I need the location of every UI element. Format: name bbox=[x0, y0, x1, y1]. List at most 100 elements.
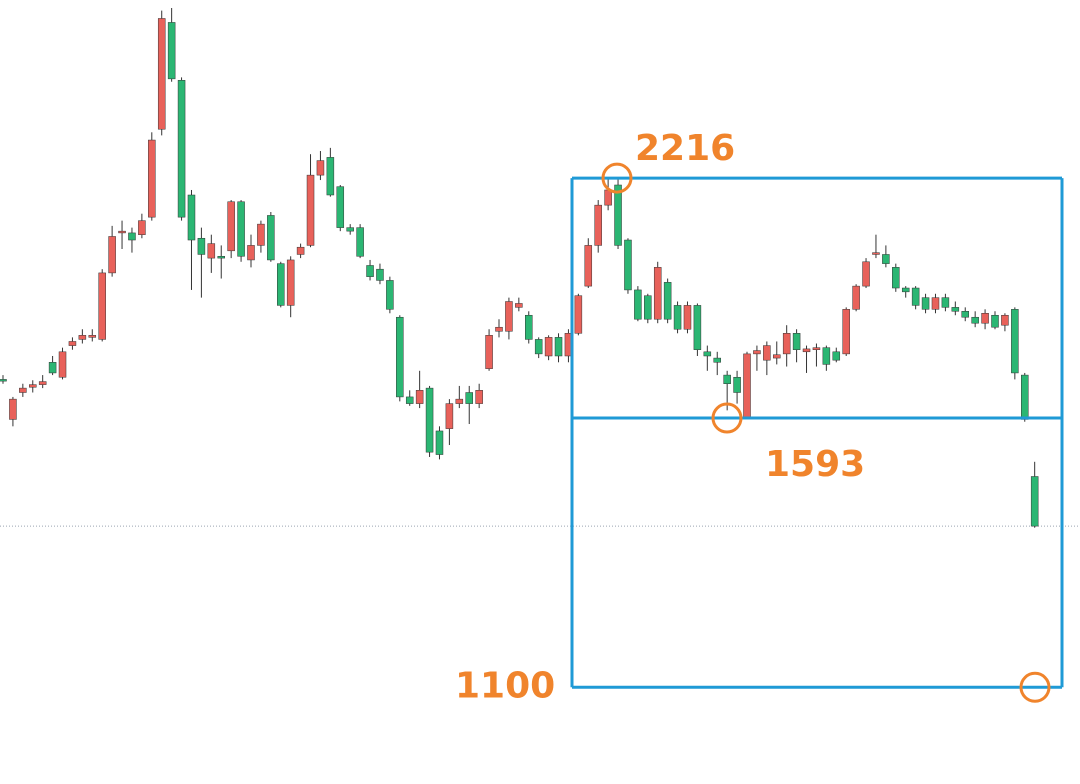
level-marker bbox=[601, 162, 633, 194]
candle-body bbox=[78, 335, 87, 340]
candle-body bbox=[812, 347, 821, 350]
candle-body bbox=[405, 396, 414, 404]
candle-body bbox=[267, 215, 275, 261]
candle-body bbox=[614, 184, 622, 246]
candle-body bbox=[683, 305, 692, 330]
candle-body bbox=[713, 357, 721, 363]
candle-body bbox=[773, 354, 781, 359]
candle-body bbox=[128, 232, 136, 241]
candle-body bbox=[227, 201, 235, 252]
candle-body bbox=[286, 259, 295, 306]
candle-body bbox=[961, 311, 969, 318]
candle-body bbox=[673, 305, 682, 330]
candle-body bbox=[634, 289, 642, 320]
candle-body bbox=[763, 345, 771, 361]
candle-body bbox=[1011, 309, 1019, 374]
candle-body bbox=[743, 353, 751, 418]
candle-body bbox=[68, 341, 77, 346]
candle-body bbox=[971, 316, 979, 324]
candle-body bbox=[207, 243, 216, 259]
candle-body bbox=[981, 313, 989, 324]
candle-body bbox=[991, 314, 999, 328]
candle-body bbox=[852, 285, 860, 310]
candle-body bbox=[485, 335, 493, 369]
candle-body bbox=[296, 246, 305, 255]
candle-body bbox=[782, 333, 791, 355]
candle-body bbox=[48, 362, 57, 374]
candle-body bbox=[108, 236, 116, 274]
candle-body bbox=[197, 237, 206, 255]
candle-body bbox=[138, 220, 146, 235]
candle-body bbox=[257, 223, 265, 246]
candle-body bbox=[19, 387, 27, 393]
candle-body bbox=[644, 295, 652, 320]
candle-body bbox=[604, 189, 612, 206]
candle-body bbox=[177, 80, 186, 218]
candle-body bbox=[574, 295, 583, 334]
level-marker bbox=[1019, 671, 1051, 703]
candle-body bbox=[435, 430, 444, 455]
candle-body bbox=[495, 326, 503, 332]
candle-body bbox=[624, 239, 632, 291]
candle-body bbox=[306, 174, 315, 246]
candle-body bbox=[663, 282, 672, 320]
candle-body bbox=[29, 384, 37, 388]
candle-body bbox=[0, 379, 7, 382]
candle-body bbox=[237, 201, 245, 257]
candle-body bbox=[892, 267, 900, 289]
candle-body bbox=[98, 272, 106, 340]
candle-body bbox=[366, 265, 374, 277]
candle-body bbox=[167, 22, 176, 80]
candle-body bbox=[554, 337, 563, 357]
candle-body bbox=[693, 305, 702, 350]
candle-body bbox=[425, 387, 434, 453]
candle-body bbox=[802, 348, 811, 353]
candle-body bbox=[187, 194, 196, 241]
level-label: 1100 bbox=[455, 665, 555, 706]
candle-body bbox=[38, 381, 47, 385]
candle-body bbox=[901, 287, 910, 293]
candle-body bbox=[832, 351, 841, 361]
candle-body bbox=[356, 227, 364, 257]
candle-body bbox=[277, 263, 285, 306]
candle-body bbox=[842, 309, 850, 355]
candle-body bbox=[465, 392, 473, 404]
candle-body bbox=[882, 254, 890, 264]
candle-body bbox=[386, 280, 394, 310]
candle-body bbox=[445, 403, 454, 429]
candle-body bbox=[792, 333, 801, 350]
candle-body bbox=[584, 245, 593, 287]
candle-body bbox=[1001, 314, 1009, 326]
candle-body bbox=[455, 398, 464, 404]
candle-body bbox=[941, 297, 950, 308]
candle-body bbox=[911, 287, 920, 306]
level-label: 2216 bbox=[635, 128, 735, 169]
candle-body bbox=[594, 204, 602, 246]
candle-body bbox=[1021, 374, 1029, 420]
candle-body bbox=[9, 398, 17, 420]
candle-body bbox=[118, 230, 126, 234]
candle-body bbox=[931, 297, 940, 310]
candle-body bbox=[862, 261, 870, 287]
candle-body bbox=[505, 301, 513, 332]
candle-body bbox=[346, 227, 354, 232]
level-marker bbox=[711, 402, 743, 434]
candle-body bbox=[157, 18, 166, 130]
candle-body bbox=[326, 157, 335, 196]
candle-body bbox=[376, 268, 384, 281]
candle-body bbox=[58, 351, 67, 378]
candle-body bbox=[247, 245, 255, 261]
candle-body bbox=[703, 351, 712, 357]
candle-body bbox=[515, 303, 523, 308]
candle-body bbox=[316, 160, 325, 176]
candle-body bbox=[822, 347, 831, 365]
level-label: 1593 bbox=[765, 444, 865, 485]
candle-body bbox=[872, 252, 880, 255]
candle-body bbox=[525, 314, 533, 340]
candle-body bbox=[653, 267, 662, 320]
candle-body bbox=[148, 139, 156, 218]
candle-body bbox=[921, 297, 930, 310]
candle-body bbox=[336, 186, 345, 228]
candle-body bbox=[951, 307, 960, 312]
